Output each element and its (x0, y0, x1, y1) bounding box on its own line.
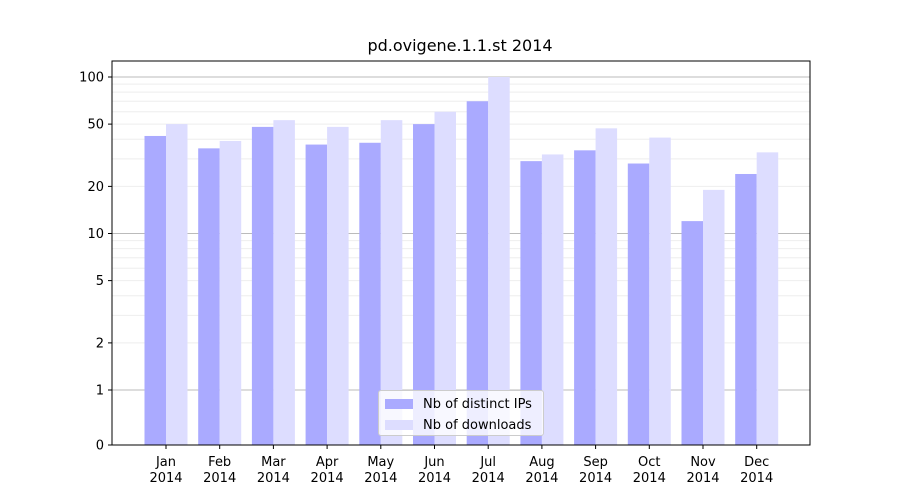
y-tick-label: 20 (87, 180, 104, 195)
chart-title: pd.ovigene.1.1.st 2014 (367, 36, 552, 55)
x-axis: Jan 2014 Feb 2014 Mar 2014 Apr 2014 May 2014 Jun 20… (149, 445, 773, 486)
bar-downloads (488, 77, 510, 445)
bar-downloads (273, 120, 295, 446)
y-tick-label: 50 (87, 118, 104, 133)
bar-downloads (649, 137, 671, 446)
x-tick-label: Jun 2014 (418, 455, 451, 486)
y-tick-label: 100 (79, 71, 104, 86)
x-tick-label: Sep 2014 (579, 455, 612, 486)
bar-distinct-ips (735, 173, 757, 445)
y-tick-label: 1 (96, 384, 104, 399)
bar-downloads (380, 120, 403, 446)
bar-downloads (595, 128, 618, 445)
bar-distinct-ips (144, 135, 166, 445)
x-tick-label: Mar 2014 (257, 455, 290, 486)
legend-item-downloads: Nb of downloads (385, 415, 531, 435)
bar-distinct-ips (251, 126, 274, 446)
x-tick-label: May 2014 (364, 455, 397, 486)
y-tick-label: 2 (96, 336, 104, 351)
x-tick-label: Aug 2014 (525, 455, 558, 486)
x-tick-label: Apr 2014 (311, 455, 344, 486)
legend-label-ips: Nb of distinct IPs (423, 396, 532, 412)
x-tick-label: Jan 2014 (149, 455, 182, 486)
legend-item-ips: Nb of distinct IPs (385, 394, 532, 414)
legend: Nb of distinct IPs Nb of downloads (378, 390, 544, 436)
bar-distinct-ips (305, 144, 328, 446)
legend-swatch-downloads (385, 420, 413, 430)
bars (144, 77, 779, 446)
bar-distinct-ips (520, 161, 542, 446)
x-tick-label: Oct 2014 (633, 455, 666, 486)
bar-distinct-ips (466, 101, 489, 445)
bar-downloads (166, 124, 188, 445)
bar-downloads (756, 152, 779, 445)
bar-distinct-ips (413, 124, 435, 445)
y-tick-label: 0 (96, 439, 104, 454)
bar-downloads (327, 126, 349, 446)
y-axis: 0 1 2 5 10 20 50 100 (79, 71, 112, 454)
bar-downloads (703, 189, 725, 445)
bar-downloads (541, 154, 564, 445)
bar-distinct-ips (198, 148, 220, 446)
plot-frame (111, 60, 811, 446)
x-tick-label: Nov 2014 (686, 455, 719, 486)
bar-distinct-ips (681, 221, 703, 445)
x-tick-label: Jul 2014 (472, 455, 505, 486)
legend-label-downloads: Nb of downloads (423, 417, 532, 433)
y-tick-label: 10 (87, 227, 104, 242)
x-tick-label: Dec 2014 (740, 455, 773, 486)
bar-distinct-ips (627, 163, 650, 445)
legend-swatch-ips (385, 399, 413, 409)
bar-distinct-ips (574, 150, 596, 445)
bar-downloads (434, 111, 456, 445)
y-tick-label: 5 (96, 274, 104, 289)
bar-distinct-ips (359, 142, 381, 446)
bar-downloads (219, 140, 242, 445)
x-tick-label: Feb 2014 (203, 455, 236, 486)
